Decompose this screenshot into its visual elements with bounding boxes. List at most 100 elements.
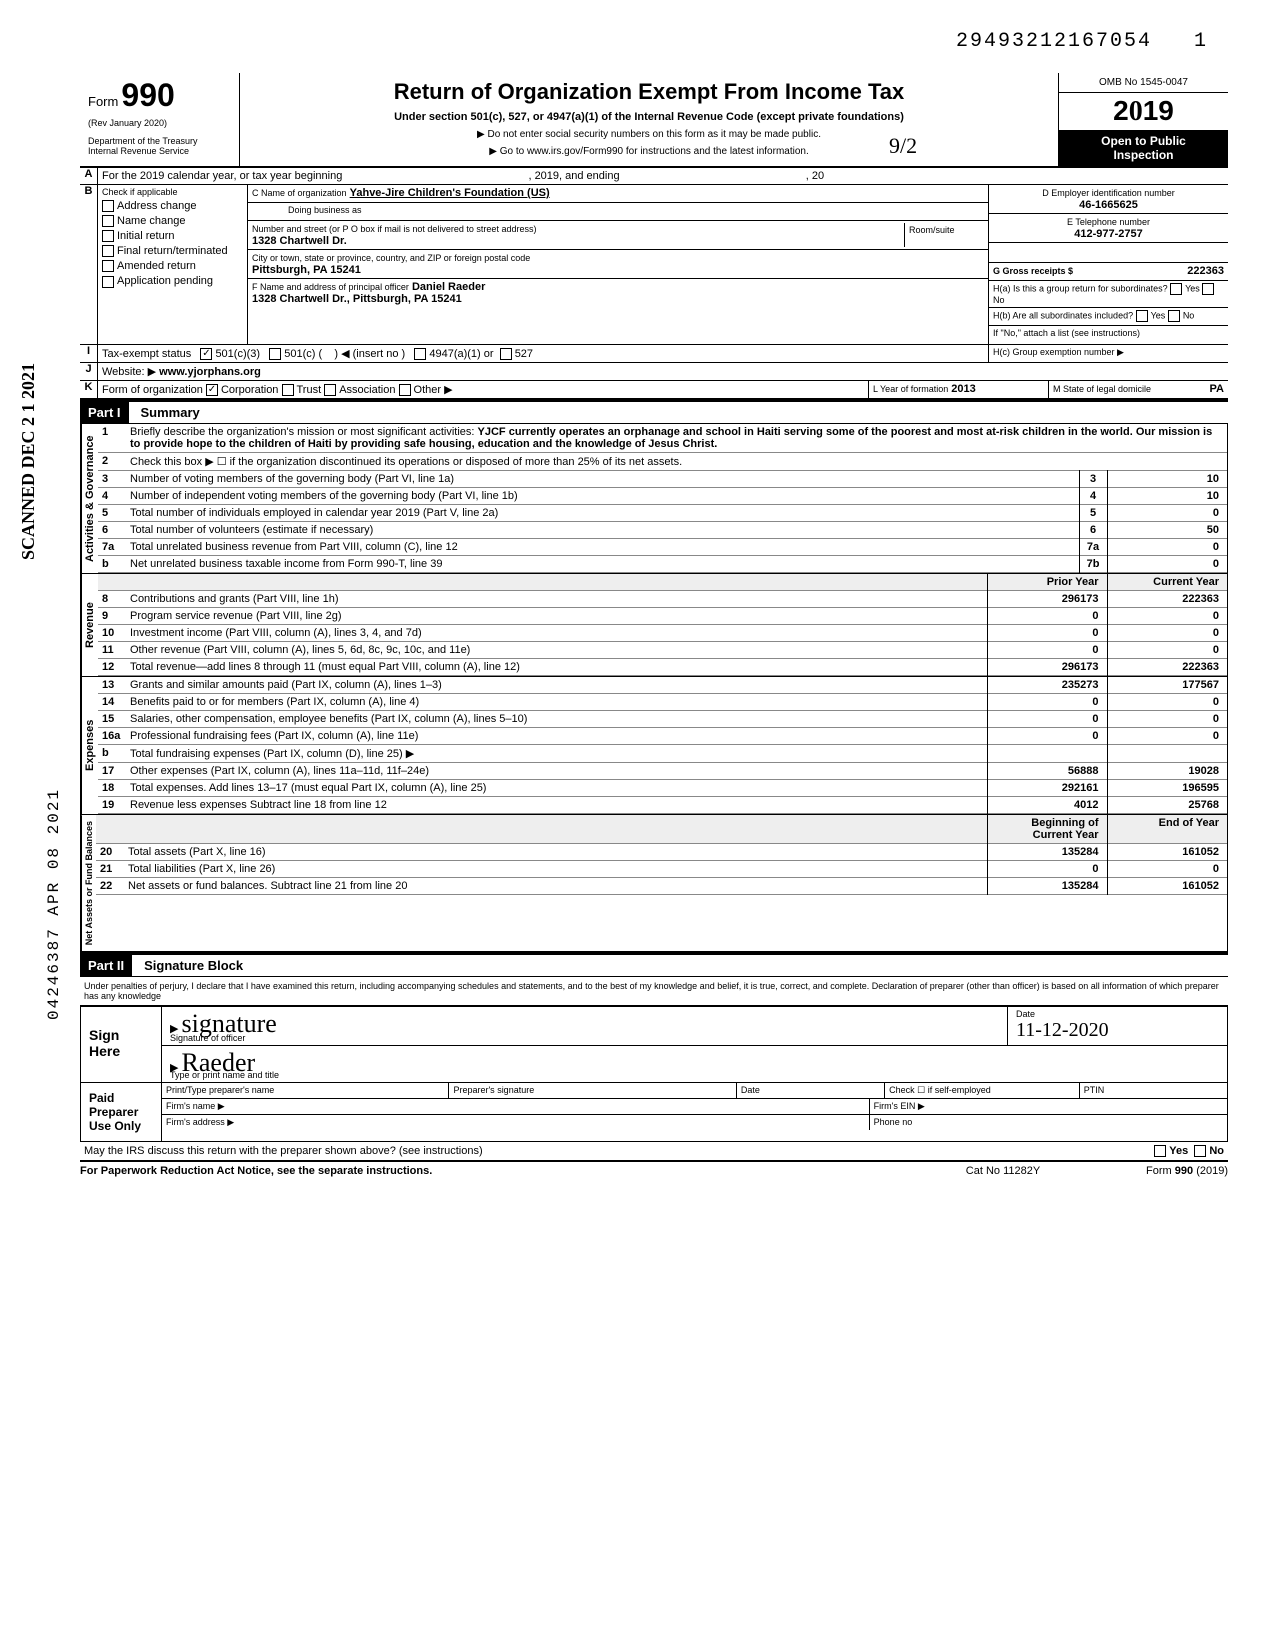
line-a-text-1: For the 2019 calendar year, or tax year … <box>102 170 342 182</box>
ptin-label: PTIN <box>1080 1083 1227 1098</box>
form-note-2: ▶ Go to www.irs.gov/Form990 for instruct… <box>250 146 1048 157</box>
527-checkbox[interactable] <box>500 348 512 360</box>
summary-row: 10Investment income (Part VIII, column (… <box>98 625 1227 642</box>
room-label: Room/suite <box>904 223 984 247</box>
website-value: www.yjorphans.org <box>159 366 261 378</box>
check-applicable-label: Check if applicable <box>102 187 243 197</box>
activities-gov-label: Activities & Governance <box>81 424 98 573</box>
city-label: City or town, state or province, country… <box>252 253 530 263</box>
org-name: Yahve-Jire Children's Foundation (US) <box>350 187 550 199</box>
tax-exempt-label: Tax-exempt status <box>102 348 191 360</box>
name-title-label: Type or print name and title <box>170 1070 1219 1080</box>
line-a-text-3: , 20 <box>806 170 824 182</box>
inspection-label: Inspection <box>1063 148 1224 162</box>
checkbox-option[interactable]: Name change <box>102 215 243 227</box>
summary-row: 12Total revenue—add lines 8 through 11 (… <box>98 659 1227 676</box>
checkbox-option[interactable]: Application pending <box>102 275 243 287</box>
city-value: Pittsburgh, PA 15241 <box>252 264 361 276</box>
summary-row: 9Program service revenue (Part VIII, lin… <box>98 608 1227 625</box>
phone-value: 412-977-2757 <box>1074 228 1143 240</box>
part2-label: Part II <box>80 955 132 976</box>
checkbox-option[interactable]: Amended return <box>102 260 243 272</box>
other-checkbox[interactable] <box>399 384 411 396</box>
summary-row: 19Revenue less expenses Subtract line 18… <box>98 797 1227 814</box>
street-value: 1328 Chartwell Dr. <box>252 235 347 247</box>
corp-checkbox[interactable]: ✓ <box>206 384 218 396</box>
cat-no: Cat No 11282Y <box>928 1165 1078 1177</box>
summary-row: 3Number of voting members of the governi… <box>98 471 1227 488</box>
handwritten-mark: 9/2 <box>889 133 917 159</box>
irs-no-checkbox[interactable] <box>1194 1145 1206 1157</box>
paperwork-notice: For Paperwork Reduction Act Notice, see … <box>80 1165 928 1177</box>
sign-here-label: Sign Here <box>81 1007 161 1082</box>
part2-title: Signature Block <box>132 958 243 973</box>
e-label: E Telephone number <box>1067 217 1150 227</box>
summary-row: 20Total assets (Part X, line 16)13528416… <box>96 844 1227 861</box>
4947-checkbox[interactable] <box>414 348 426 360</box>
pp-check-label: Check ☐ if self-employed <box>885 1083 1080 1098</box>
form-prefix: Form <box>88 94 118 109</box>
line-k-label: K <box>80 381 98 398</box>
gross-receipts: 222363 <box>1187 265 1224 277</box>
date-label: Date <box>1016 1009 1219 1019</box>
tax-year: 20201919 <box>1059 93 1228 130</box>
phone-no-label: Phone no <box>870 1115 1227 1130</box>
treasury-dept: Department of the Treasury <box>88 136 231 146</box>
form-note-1: ▶ Do not enter social security numbers o… <box>250 129 1048 140</box>
irs-discuss-label: May the IRS discuss this return with the… <box>84 1145 483 1157</box>
summary-row: 17Other expenses (Part IX, column (A), l… <box>98 763 1227 780</box>
summary-row: 16aProfessional fundraising fees (Part I… <box>98 728 1227 745</box>
mission-label: Briefly describe the organization's miss… <box>130 426 474 438</box>
side-number-stamp: 04246387 APR 08 2021 <box>45 788 63 1020</box>
open-public-label: Open to Public <box>1063 134 1224 148</box>
checkbox-option[interactable]: Initial return <box>102 230 243 242</box>
m-label: M State of legal domicile <box>1053 384 1151 394</box>
street-label: Number and street (or P O box if mail is… <box>252 224 536 234</box>
pp-date-label: Date <box>737 1083 885 1098</box>
revenue-label: Revenue <box>81 574 98 676</box>
501c-checkbox[interactable] <box>269 348 281 360</box>
beginning-year-hdr: Beginning of Current Year <box>987 815 1107 844</box>
checkbox-option[interactable]: Address change <box>102 200 243 212</box>
form-ref: Form 990 (2019) <box>1078 1165 1228 1177</box>
summary-row: bNet unrelated business taxable income f… <box>98 556 1227 573</box>
summary-row: 5Total number of individuals employed in… <box>98 505 1227 522</box>
paid-preparer-label: Paid Preparer Use Only <box>81 1083 161 1141</box>
trust-checkbox[interactable] <box>282 384 294 396</box>
summary-row: 11Other revenue (Part VIII, column (A), … <box>98 642 1227 659</box>
line-a-label: A <box>80 168 98 184</box>
line-a: A For the 2019 calendar year, or tax yea… <box>80 168 1228 185</box>
summary-row: 7aTotal unrelated business revenue from … <box>98 539 1227 556</box>
sig-label: Signature of officer <box>170 1033 999 1043</box>
line-i-label: I <box>80 345 98 362</box>
officer-name: Daniel Raeder <box>412 281 485 293</box>
current-year-hdr: Current Year <box>1107 574 1227 591</box>
501c3-checkbox[interactable]: ✓ <box>200 348 212 360</box>
part1-title: Summary <box>129 405 200 420</box>
assoc-checkbox[interactable] <box>324 384 336 396</box>
form-header: Form 990 (Rev January 2020) Department o… <box>80 73 1228 168</box>
firm-name-label: Firm's name ▶ <box>162 1099 870 1114</box>
irs-yes-checkbox[interactable] <box>1154 1145 1166 1157</box>
summary-row: 4Number of independent voting members of… <box>98 488 1227 505</box>
omb-number: OMB No 1545-0047 <box>1059 73 1228 93</box>
summary-row: bTotal fundraising expenses (Part IX, co… <box>98 745 1227 763</box>
summary-row: 2Check this box ▶ ☐ if the organization … <box>98 453 1227 471</box>
summary-row: 21Total liabilities (Part X, line 26)00 <box>96 861 1227 878</box>
ha-label: H(a) Is this a group return for subordin… <box>993 283 1168 293</box>
g-label: G Gross receipts $ <box>993 266 1073 276</box>
firm-addr-label: Firm's address ▶ <box>162 1115 870 1130</box>
pp-sig-label: Preparer's signature <box>449 1083 736 1098</box>
net-assets-label: Net Assets or Fund Balances <box>81 815 96 951</box>
summary-row: 15Salaries, other compensation, employee… <box>98 711 1227 728</box>
line-j-label: J <box>80 363 98 380</box>
summary-row: 8Contributions and grants (Part VIII, li… <box>98 591 1227 608</box>
part1-label: Part I <box>80 402 129 423</box>
f-label: F Name and address of principal officer <box>252 282 409 292</box>
website-label: Website: ▶ <box>102 366 156 378</box>
summary-row: 13Grants and similar amounts paid (Part … <box>98 677 1227 694</box>
checkbox-option[interactable]: Final return/terminated <box>102 245 243 257</box>
line-a-text-2: , 2019, and ending <box>528 170 619 182</box>
form-number: 990 <box>121 77 174 113</box>
l-label: L Year of formation <box>873 384 948 394</box>
